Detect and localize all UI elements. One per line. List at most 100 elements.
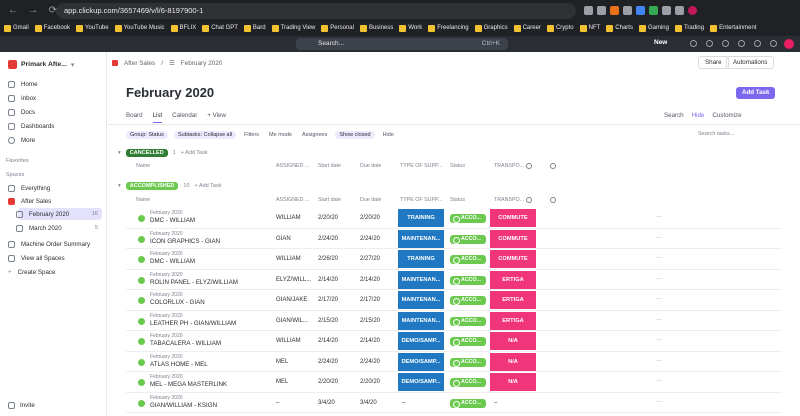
spaces-header[interactable]: Spaces (6, 172, 25, 178)
row-more-icon[interactable]: ··· (656, 214, 662, 220)
task-transport-tag[interactable]: COMMUTE (490, 250, 536, 268)
task-parent-list[interactable]: February 2020 (150, 374, 183, 380)
row-more-icon[interactable]: ··· (656, 275, 662, 282)
status-check-icon[interactable] (138, 338, 145, 345)
task-start-date[interactable]: 3/4/20 (318, 399, 335, 406)
bookmark-item[interactable]: Trading (674, 24, 704, 32)
task-due-date[interactable]: 2/14/20 (360, 338, 381, 344)
task-transport-tag[interactable]: N/A (490, 352, 536, 371)
task-due-date[interactable]: 2/24/20 (360, 235, 381, 242)
task-status-badge[interactable]: ACCO... (450, 255, 486, 264)
task-transport[interactable]: – (494, 399, 498, 406)
table-row[interactable]: February 2020 GIAN/WILLIAM - KSIGN – 3/4/20… (126, 393, 782, 413)
task-type-tag[interactable]: TRAINING (398, 250, 444, 268)
grammar-icon[interactable] (649, 6, 658, 15)
column-settings-icon[interactable] (526, 163, 532, 169)
table-row[interactable]: February 2020 COLORLUX - GIAN GIAN/JAKE 2/1… (126, 290, 782, 311)
task-name[interactable]: DMC - WILLIAM (150, 258, 196, 265)
task-assignee[interactable]: WILLIAM (276, 256, 301, 262)
chevron-down-icon[interactable]: ▾ (118, 183, 121, 189)
task-type-tag[interactable]: MAINTENAN... (398, 270, 444, 289)
search-tasks-input[interactable]: Search tasks... (698, 131, 735, 137)
bookmark-item[interactable]: Bard (243, 24, 266, 32)
hide-filter-button[interactable]: Hide (382, 132, 394, 138)
breadcrumb-list[interactable]: February 2020 (180, 59, 223, 67)
group-accomplished[interactable]: ▾ ACCOMPLISHED 10 + Add Task (118, 182, 221, 190)
task-transport-tag[interactable]: ERTIGA (490, 311, 536, 330)
status-check-icon[interactable] (138, 256, 145, 263)
task-status-badge[interactable]: ACCO... (450, 275, 486, 285)
task-type[interactable]: – (402, 399, 406, 406)
invite-button[interactable]: Invite (8, 402, 35, 409)
show-closed-chip[interactable]: Show closed (335, 131, 375, 139)
sidebar-item-docs[interactable]: Docs (8, 106, 100, 118)
group-cancelled[interactable]: ▾ CANCELLED 1 + Add Task (118, 149, 208, 157)
task-name[interactable]: ICON GRAPHICS - GIAN (150, 237, 221, 245)
task-start-date[interactable]: 2/14/20 (318, 338, 339, 344)
task-status-badge[interactable]: ACCO... (450, 337, 486, 346)
task-start-date[interactable]: 2/20/20 (318, 215, 339, 221)
clock-icon[interactable] (738, 40, 745, 47)
bookmark-item[interactable]: YouTube (76, 24, 109, 32)
global-search[interactable]: Search... Ctrl+K (296, 38, 508, 50)
tab-calendar[interactable]: Calendar (172, 112, 198, 119)
row-more-icon[interactable]: ··· (656, 357, 662, 364)
share-button[interactable]: Share (698, 56, 729, 69)
bookmark-item[interactable]: Entertainment (710, 24, 756, 32)
bookmark-item[interactable]: Gmail (4, 24, 29, 32)
task-name[interactable]: TABACALERA - WILLIAM (150, 340, 222, 347)
task-name[interactable]: COLORLUX - GIAN (150, 299, 205, 306)
task-assignee[interactable]: ELYZ/WILL... (276, 276, 312, 283)
bookmark-item[interactable]: Work (399, 24, 422, 32)
task-due-date[interactable]: 2/20/20 (360, 215, 381, 221)
task-name[interactable]: ATLAS HOME - MEL (150, 360, 208, 368)
reload-icon[interactable]: ⟳ (48, 5, 58, 16)
column-header[interactable]: Due date (360, 163, 382, 169)
notes-icon[interactable] (706, 40, 713, 47)
row-more-icon[interactable]: ··· (656, 398, 662, 405)
task-status-badge[interactable]: ACCO... (450, 214, 486, 223)
column-header[interactable]: TYPE OF SUPP... (400, 197, 443, 203)
record-icon[interactable] (722, 40, 729, 47)
add-task-button[interactable]: Add Task (736, 87, 776, 99)
sidebar-item-inbox[interactable]: Inbox (8, 92, 100, 104)
task-parent-list[interactable]: February 2020 (150, 271, 183, 278)
add-column-icon[interactable] (550, 197, 556, 203)
task-parent-list[interactable]: February 2020 (150, 210, 183, 216)
extension-icon[interactable] (623, 6, 632, 15)
sidebar-item-view-spaces[interactable]: View all Spaces (8, 252, 100, 264)
forward-icon[interactable]: → (28, 5, 38, 16)
task-type-tag[interactable]: MAINTENAN... (398, 291, 444, 309)
new-button[interactable]: New (654, 39, 668, 46)
task-due-date[interactable]: 2/17/20 (360, 297, 381, 303)
sidebar-item-everything[interactable]: Everything (8, 182, 100, 194)
grid-icon[interactable] (770, 40, 777, 47)
tab-list[interactable]: List (152, 112, 163, 123)
status-check-icon[interactable] (138, 297, 145, 304)
group-add-task[interactable]: + Add Task (180, 150, 208, 156)
task-assignee[interactable]: MEL (276, 379, 289, 385)
sidebar-item-machine-order[interactable]: Machine Order Summary (8, 238, 100, 250)
bookmark-item[interactable]: Chat GPT (202, 24, 238, 32)
task-type-tag[interactable]: DEMO/SAMP... (398, 352, 444, 371)
column-header[interactable]: TYPE OF SUPP... (400, 163, 443, 169)
task-assignee[interactable]: GIAN/JAKE (276, 297, 308, 303)
task-assignee[interactable]: GIAN (276, 235, 291, 242)
task-parent-list[interactable]: February 2020 (150, 333, 183, 339)
task-parent-list[interactable]: February 2020 (150, 251, 183, 257)
task-start-date[interactable]: 2/26/20 (318, 256, 339, 262)
address-bar[interactable]: app.clickup.com/3657469/v/l/6-8197900-1 (56, 3, 576, 19)
column-header[interactable]: Status (450, 197, 466, 203)
table-row[interactable]: February 2020 ATLAS HOME - MEL MEL 2/24/20 2… (126, 352, 782, 372)
back-icon[interactable]: ← (8, 5, 18, 16)
bookmark-item[interactable]: Personal (321, 24, 354, 32)
row-more-icon[interactable]: ··· (656, 337, 662, 343)
task-transport-tag[interactable]: COMMUTE (490, 229, 536, 248)
tab-board[interactable]: Board (126, 112, 143, 119)
sidebar-item-home[interactable]: Home (8, 78, 100, 90)
status-check-icon[interactable] (138, 399, 145, 407)
task-due-date[interactable]: 2/27/20 (360, 256, 381, 262)
customize-button[interactable]: Customize (712, 112, 742, 119)
sidebar-item-more[interactable]: More (8, 134, 100, 146)
task-parent-list[interactable]: February 2020 (150, 292, 183, 298)
